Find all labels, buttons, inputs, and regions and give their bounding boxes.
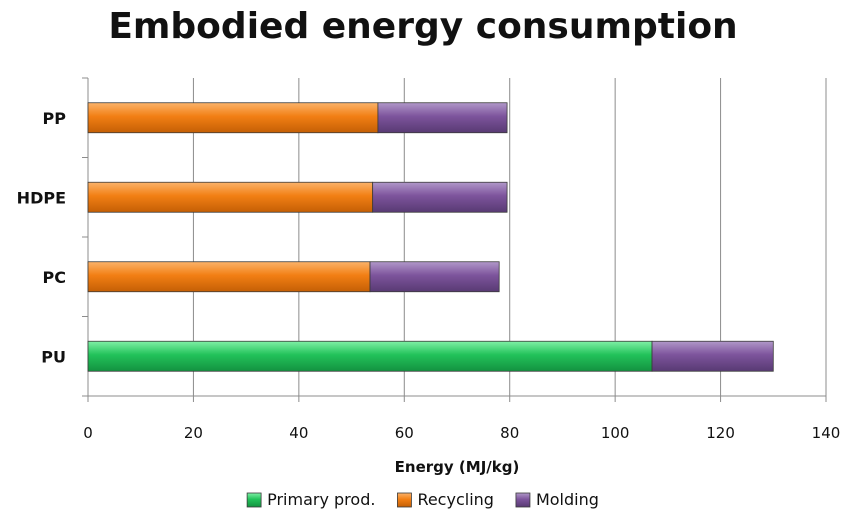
bar-segment (87, 181, 374, 213)
legend-label: Recycling (417, 490, 494, 509)
legend-swatch (246, 492, 262, 508)
legend-label: Molding (536, 490, 599, 509)
labels: 0 20 40 60 80 100 120 140 PP HDPE PC PU (17, 109, 841, 442)
legend: Primary prod. Recycling Molding (246, 490, 599, 509)
bar-segment (651, 340, 774, 372)
x-tick-label: 40 (289, 424, 308, 442)
x-tick-label: 140 (812, 424, 841, 442)
x-tick-label: 20 (184, 424, 203, 442)
x-tick-label: 120 (706, 424, 735, 442)
chart-title: Embodied energy consumption (108, 6, 738, 47)
category-label: PC (43, 268, 66, 287)
category-label: PP (43, 109, 67, 128)
x-tick-label: 0 (83, 424, 93, 442)
x-axis-title: Energy (MJ/kg) (395, 458, 520, 476)
x-tick-label: 60 (395, 424, 414, 442)
category-label: PU (41, 347, 66, 366)
legend-swatch (397, 492, 412, 508)
x-tick-label: 100 (601, 424, 630, 442)
bar-segment (87, 261, 371, 293)
bar-segment (87, 102, 379, 134)
bar-segment (369, 261, 500, 293)
bar-segment (372, 181, 508, 213)
legend-swatch (515, 492, 531, 508)
bar-segment (377, 102, 508, 134)
bars (87, 102, 774, 372)
legend-label: Primary prod. (267, 490, 375, 509)
bar-segment (87, 340, 653, 372)
category-label: HDPE (17, 188, 66, 207)
x-tick-label: 80 (500, 424, 519, 442)
